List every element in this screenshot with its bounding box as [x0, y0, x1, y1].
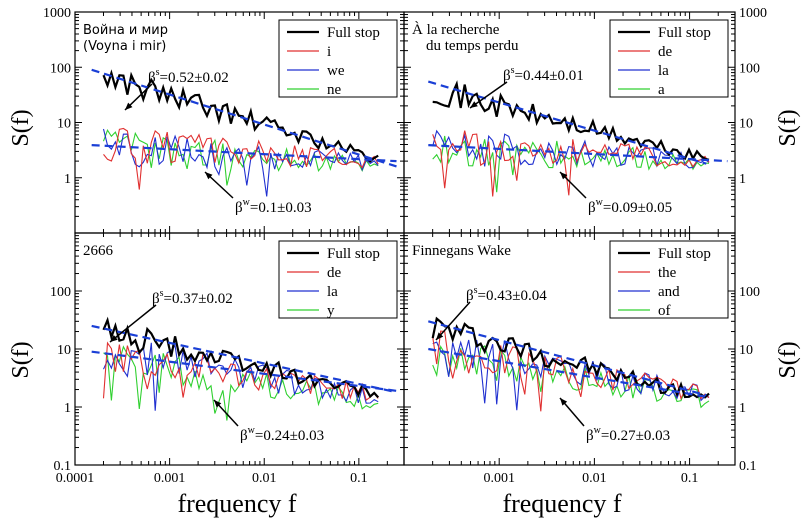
y-tick-label: 0.1: [54, 459, 72, 474]
x-tick-label: 0.1: [681, 471, 699, 486]
legend-label: a: [658, 82, 665, 98]
legend-label: Full stop: [327, 246, 380, 262]
y-tick-label: 1: [739, 401, 746, 416]
arrow-head: [560, 398, 568, 406]
panel-subtitle: (Voyna i mir): [83, 39, 166, 54]
fit-annotation-s: βs=0.52±0.02: [148, 67, 229, 86]
arrow-head: [110, 334, 118, 342]
panels: 1 10 100 1000 Война и мир(Voyna i mir) Full s…: [43, 6, 767, 486]
arrow-head: [436, 332, 444, 340]
y-tick-label: 1: [739, 172, 746, 187]
y-tick-label: 1000: [43, 6, 71, 21]
fit-annotation-w: βw=0.24±0.03: [240, 425, 324, 444]
x-tick-label: 0.1: [350, 471, 368, 486]
y-tick-label: 10: [57, 117, 71, 132]
x-tick-label: 0.01: [252, 471, 277, 486]
panel-bottom-left: 0.0001 0.001 0.01 0.1 0.1 1 10 100 2666 Full stop…: [50, 232, 405, 486]
y-tick-label: 100: [50, 61, 71, 76]
y-tick-label: 10: [57, 343, 71, 358]
y-tick-label: 0.1: [739, 459, 757, 474]
legend-label: Full stop: [658, 25, 711, 41]
fit-annotation-w: βw=0.27±0.03: [586, 425, 670, 444]
arrow-head: [470, 101, 478, 108]
arrow-head: [125, 102, 133, 110]
y-axis-label-top-right: S(f): [775, 109, 801, 146]
fit-line-s: [427, 80, 707, 165]
x-tick-label: 0.001: [483, 471, 515, 486]
arrow-head: [214, 400, 222, 408]
legend-label: of: [658, 303, 671, 319]
series-line-de: [102, 341, 379, 402]
legend-label: and: [658, 284, 680, 300]
legend-label: Full stop: [658, 246, 711, 262]
series-line-of: [432, 344, 710, 409]
legend-label: we: [327, 63, 345, 79]
y-axis-label-top-left: S(f): [8, 109, 34, 146]
y-tick-label: 1: [64, 401, 71, 416]
legend-label: y: [327, 303, 335, 319]
legend-label: de: [327, 265, 342, 281]
fit-annotation-w: βw=0.1±0.03: [235, 197, 312, 216]
arrow-head: [205, 172, 213, 180]
fit-line-w: [91, 143, 397, 163]
fit-line-s: [91, 68, 397, 168]
series-line-we: [102, 128, 379, 197]
y-tick-label: 10: [739, 117, 753, 132]
fit-line-w: [428, 143, 728, 163]
x-tick-label: 0.01: [582, 471, 607, 486]
x-tick-label: 0.0001: [56, 471, 95, 486]
y-tick-label: 100: [50, 285, 71, 300]
fit-annotation-s: βs=0.37±0.02: [152, 288, 233, 307]
series-line-the: [432, 330, 710, 412]
x-tick-label: 0.001: [154, 471, 186, 486]
panel-title: À la recherche: [412, 21, 500, 38]
legend-label: the: [658, 265, 677, 281]
x-axis-label-right: frequency f: [502, 489, 621, 518]
panel-title: Война и мир: [83, 23, 168, 38]
series-line-full-stop: [431, 316, 710, 399]
y-tick-label: 10: [739, 343, 753, 358]
panel-bottom-right: 0.001 0.01 0.1 0.1 1 10 100 Finnegans Wake Full …: [403, 232, 760, 486]
series-line-i: [103, 127, 379, 190]
y-tick-label: 1: [64, 172, 71, 187]
annotation-arrow: [469, 81, 508, 109]
panel-top-left: 1 10 100 1000 Война и мир(Voyna i mir) Full s…: [43, 6, 405, 234]
arrow-head: [560, 172, 568, 180]
legend-label: ne: [327, 82, 342, 98]
y-tick-label: 1000: [739, 6, 767, 21]
y-tick-label: 100: [739, 61, 760, 76]
legend-label: la: [327, 284, 338, 300]
fit-annotation-s: βs=0.44±0.01: [503, 65, 584, 84]
legend-label: i: [327, 44, 331, 60]
y-tick-label: 100: [739, 285, 760, 300]
panel-subtitle: du temps perdu: [426, 38, 519, 54]
annotation-arrow: [109, 304, 157, 343]
series-line-de: [432, 130, 710, 197]
fit-line-s: [428, 320, 707, 397]
y-axis-label-bottom-right: S(f): [775, 341, 801, 378]
legend-label: la: [658, 63, 669, 79]
fit-annotation-s: βs=0.43±0.04: [466, 285, 547, 304]
series-line-ne: [102, 128, 379, 186]
fit-annotation-w: βw=0.09±0.05: [588, 197, 672, 216]
panel-title: Finnegans Wake: [412, 243, 511, 259]
panel-title: 2666: [83, 243, 114, 259]
legend-label: de: [658, 44, 673, 60]
y-axis-label-bottom-left: S(f): [8, 341, 34, 378]
series-line-full-stop: [102, 316, 380, 399]
fit-line-w: [428, 347, 707, 398]
annotation-arrow: [435, 301, 471, 341]
x-axis-label-left: frequency f: [177, 489, 296, 518]
legend-label: Full stop: [327, 25, 380, 41]
